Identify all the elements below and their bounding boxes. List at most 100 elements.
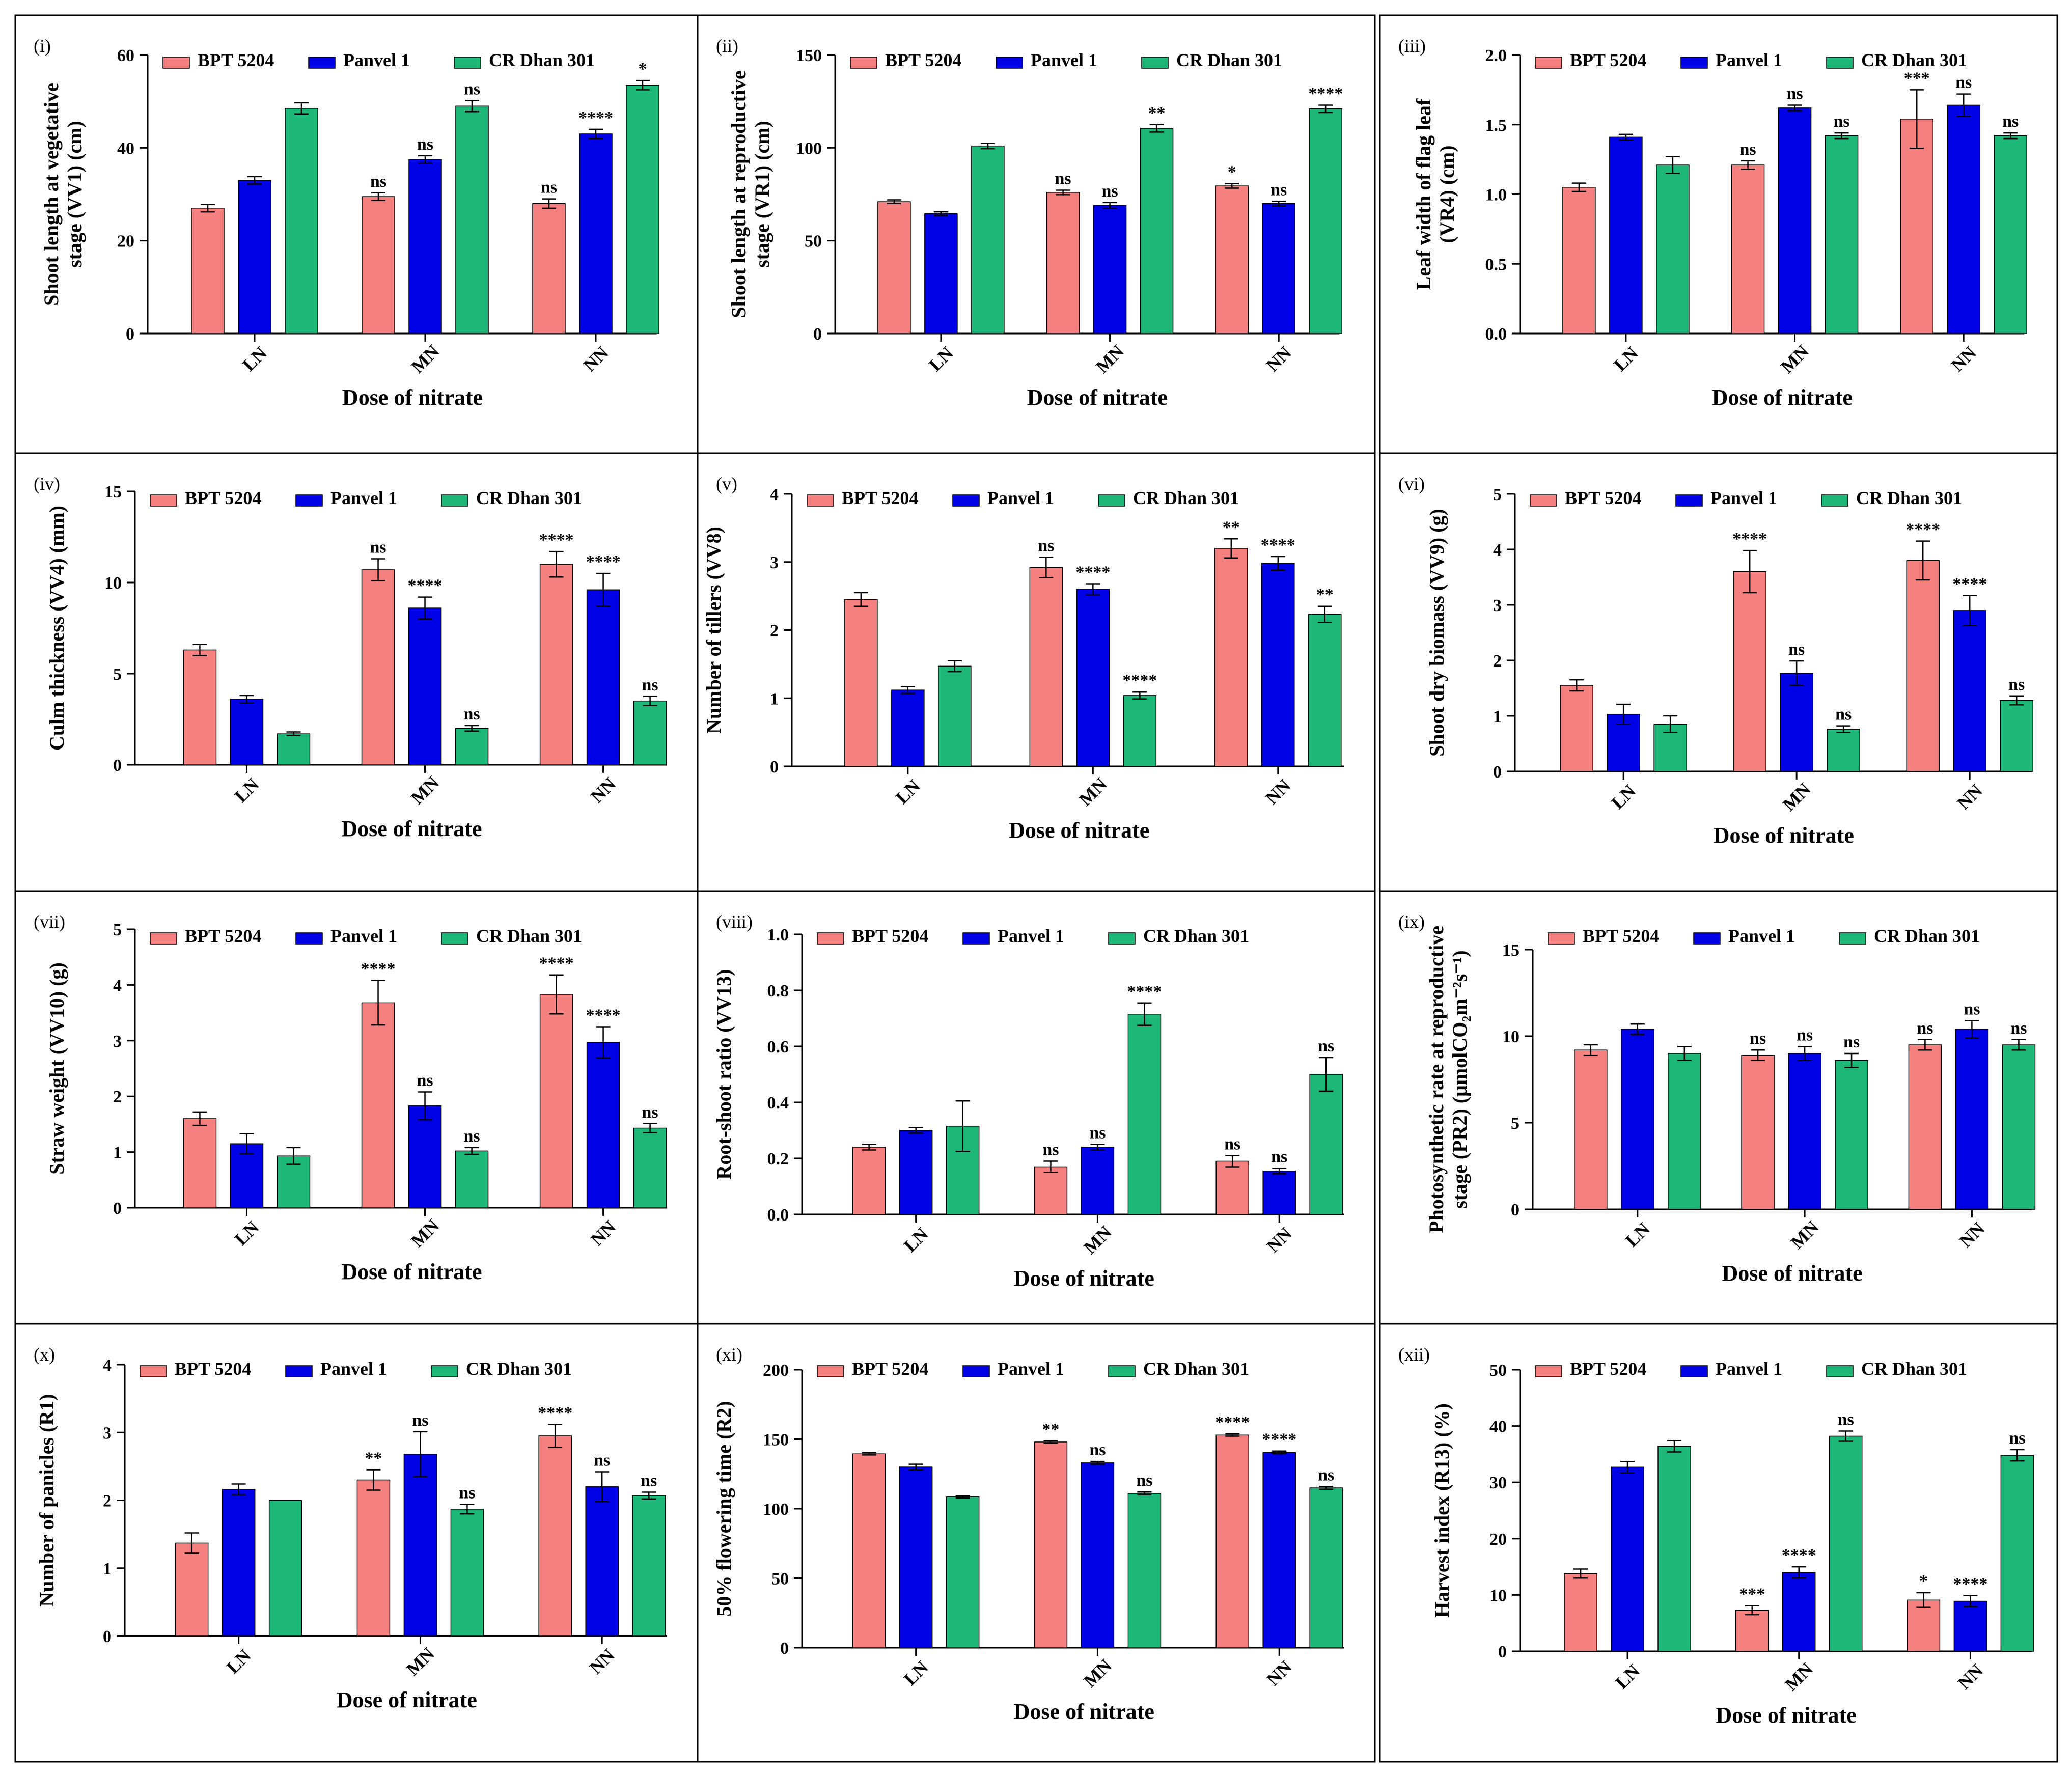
y-tick-label: 0.0 <box>1485 325 1507 344</box>
legend-label: BPT 5204 <box>1583 926 1659 946</box>
legend-label: CR Dhan 301 <box>1143 926 1249 946</box>
significance-label: *** <box>1739 1585 1765 1603</box>
bar-bpt-5204-nn <box>1215 1160 1249 1215</box>
y-tick-label: 0.6 <box>767 1038 789 1057</box>
bar-bpt-5204-ln <box>1574 1049 1608 1210</box>
legend-swatch <box>1826 1365 1854 1377</box>
x-tick-label: LN <box>1611 1660 1644 1693</box>
x-tick-label: NN <box>586 1645 619 1678</box>
significance-label: **** <box>1732 530 1767 548</box>
significance-label: ns <box>594 1451 610 1470</box>
legend-item-bpt-5204: BPT 5204 <box>1535 50 1646 70</box>
significance-label: ns <box>417 135 433 154</box>
x-tick-label: NN <box>1947 342 1980 375</box>
bar-bpt-5204-mn <box>1046 192 1080 334</box>
significance-label: **** <box>578 108 613 127</box>
bar-panvel-1-ln <box>230 699 264 765</box>
legend-item-bpt-5204: BPT 5204 <box>817 926 928 946</box>
significance-label: **** <box>586 552 621 571</box>
panel-label: (viii) <box>716 911 753 932</box>
significance-label: **** <box>539 954 574 973</box>
y-tick-label: 10 <box>104 574 122 593</box>
bar-bpt-5204-nn <box>532 203 566 334</box>
bar-panvel-1-ln <box>899 1130 933 1215</box>
legend-item-bpt-5204: BPT 5204 <box>850 50 961 70</box>
y-axis-title: stage (VR1) (cm) <box>751 121 773 268</box>
legend-label: CR Dhan 301 <box>476 488 582 508</box>
x-tick-label: MN <box>1781 1659 1817 1695</box>
significance-label: **** <box>539 531 574 549</box>
legend-item-bpt-5204: BPT 5204 <box>150 926 261 946</box>
legend-item-panvel-1: Panvel 1 <box>308 50 410 70</box>
legend-item-panvel-1: Panvel 1 <box>962 1358 1064 1379</box>
x-tick-label: LN <box>223 1645 255 1678</box>
legend-label: BPT 5204 <box>842 488 918 508</box>
significance-label: ** <box>1148 104 1166 123</box>
significance-label: ns <box>1089 1440 1106 1459</box>
legend-label: Panvel 1 <box>1728 926 1795 946</box>
legend-item-panvel-1: Panvel 1 <box>962 926 1064 946</box>
y-tick-label: 3 <box>103 1424 112 1443</box>
legend-item-panvel-1: Panvel 1 <box>1693 926 1795 946</box>
bar-cr-dhan-301-ln <box>971 145 1005 334</box>
panel-label: (ii) <box>716 36 738 56</box>
bar-bpt-5204-ln <box>183 1118 217 1208</box>
legend-label: BPT 5204 <box>885 50 961 70</box>
bar-panvel-1-nn <box>586 589 620 765</box>
legend-label: Panvel 1 <box>343 50 410 70</box>
legend-swatch <box>1098 494 1125 507</box>
legend-swatch <box>1826 57 1854 69</box>
legend-swatch <box>1675 494 1703 507</box>
significance-label: ns <box>370 172 386 191</box>
legend-item-panvel-1: Panvel 1 <box>1680 1358 1782 1379</box>
legend-swatch <box>962 932 990 945</box>
y-tick-label: 0 <box>103 1627 112 1646</box>
significance-label: ns <box>642 676 658 695</box>
x-axis-title: Dose of nitrate <box>1712 385 1853 410</box>
significance-label: ns <box>464 79 480 98</box>
significance-label: ns <box>1797 1025 1813 1044</box>
bar-cr-dhan-301-nn <box>2000 1455 2034 1652</box>
significance-label: **** <box>1953 1575 1987 1594</box>
y-tick-label: 100 <box>763 1500 789 1519</box>
significance-label: **** <box>408 576 443 595</box>
legend-swatch <box>308 57 336 69</box>
legend-swatch <box>1530 494 1557 507</box>
legend-item-panvel-1: Panvel 1 <box>1675 488 1777 508</box>
bar-cr-dhan-301-nn <box>2000 700 2033 772</box>
chart-panel-9: (ix) 0 5 10 15 LN MN ns ns ns NN ns ns ns Dose of nitr… <box>1379 890 2058 1325</box>
bar-panvel-1-nn <box>1261 563 1295 767</box>
significance-label: **** <box>1782 1546 1816 1565</box>
bar-panvel-1-nn <box>1953 610 1986 772</box>
x-axis-title: Dose of nitrate <box>341 816 482 841</box>
x-tick-label: MN <box>407 1215 443 1252</box>
panel-label: (iv) <box>34 474 60 494</box>
y-tick-label: 0 <box>813 325 822 344</box>
significance-label: **** <box>1127 982 1162 1001</box>
y-tick-label: 20 <box>1489 1530 1507 1549</box>
x-axis-title: Dose of nitrate <box>337 1687 477 1712</box>
x-axis-title: Dose of nitrate <box>1014 1266 1154 1291</box>
legend-item-panvel-1: Panvel 1 <box>1680 50 1782 70</box>
bar-bpt-5204-ln <box>844 599 878 767</box>
y-axis-title: Leaf width of flag leaf <box>1412 98 1435 290</box>
legend-swatch <box>1141 57 1169 69</box>
bar-bpt-5204-nn <box>539 564 573 765</box>
legend-item-bpt-5204: BPT 5204 <box>1535 1358 1646 1379</box>
significance-label: * <box>639 60 647 78</box>
bar-cr-dhan-301-ln <box>1656 164 1690 334</box>
legend-swatch <box>1839 932 1866 945</box>
significance-label: * <box>1919 1572 1928 1591</box>
bar-cr-dhan-301-mn <box>1835 1060 1868 1210</box>
bar-panvel-1-mn <box>1076 589 1110 767</box>
significance-label: ** <box>1223 518 1240 537</box>
significance-label: **** <box>1075 563 1110 582</box>
significance-label: ns <box>1038 536 1054 555</box>
y-tick-label: 5 <box>1511 1114 1520 1133</box>
significance-label: ns <box>2010 1019 2027 1038</box>
x-tick-label: LN <box>925 343 957 375</box>
bar-cr-dhan-301-ln <box>946 1496 980 1648</box>
legend-swatch <box>162 57 190 69</box>
bar-cr-dhan-301-mn <box>455 728 489 765</box>
